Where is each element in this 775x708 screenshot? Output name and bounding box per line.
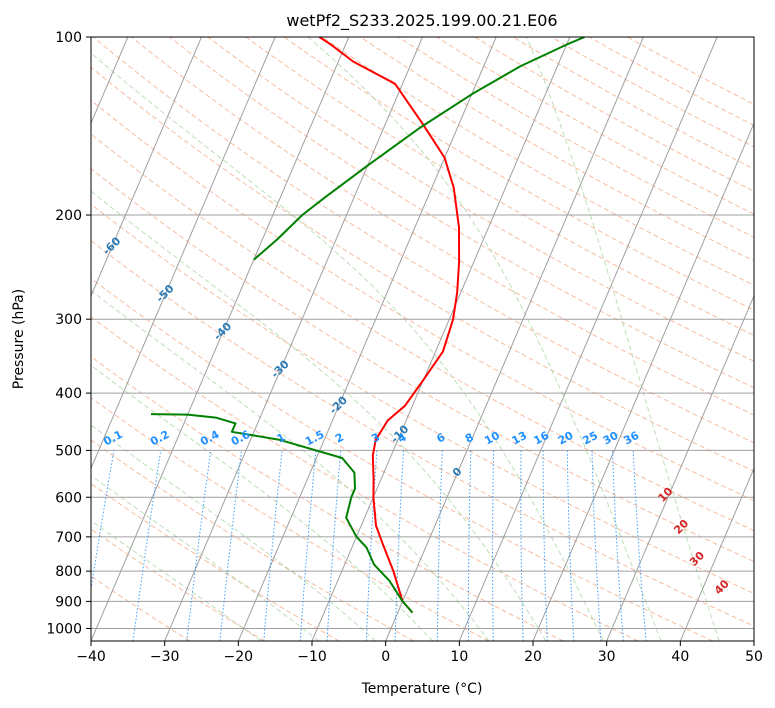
isotherm-line — [237, 37, 497, 641]
moist-adiabat — [91, 190, 547, 641]
isotherm-line — [0, 37, 54, 641]
y-tick-label: 500 — [55, 443, 82, 459]
isotherm-line — [458, 37, 718, 641]
x-tick-label: 40 — [671, 649, 689, 665]
dry-adiabat — [91, 356, 564, 641]
isotherm-line — [91, 37, 350, 641]
isotherm-line — [91, 37, 276, 470]
moist-adiabat — [526, 37, 720, 641]
dry-adiabat — [91, 316, 639, 641]
mixing-ratio-line — [566, 450, 575, 641]
moist-adiabat — [91, 52, 604, 641]
isotherm-label: -70 — [48, 184, 71, 207]
mixing-ratio-line — [299, 450, 317, 641]
mixing-ratio-label: 16 — [532, 429, 552, 448]
mixing-ratio-line — [263, 450, 283, 641]
y-tick-label: 900 — [55, 594, 82, 610]
y-axis-label: Pressure (hPa) — [11, 289, 27, 389]
x-tick-label: 20 — [524, 649, 542, 665]
mixing-ratio-line — [632, 450, 647, 641]
chart-title: wetPf2_S233.2025.199.00.21.E06 — [286, 11, 557, 31]
plot-frame — [90, 36, 755, 642]
dry-adiabat — [91, 133, 754, 532]
mixing-ratio-label: 20 — [556, 429, 576, 448]
series-layer — [150, 37, 585, 614]
series-line-1 — [150, 413, 414, 614]
x-tick-label: −10 — [297, 649, 327, 665]
moist-adiabat — [91, 289, 490, 641]
x-tick-label: 0 — [381, 649, 390, 665]
mixing-ratio-label: 13 — [510, 429, 530, 448]
isotherm-line — [532, 122, 754, 641]
mixing-ratio-line — [326, 450, 342, 641]
mixing-ratio-line — [186, 450, 212, 641]
dry-adiabat — [91, 168, 754, 563]
dry-adiabat — [91, 397, 489, 641]
isotherm-line — [606, 294, 754, 641]
y-tick-label: 1000 — [46, 621, 82, 637]
y-tick-label: 400 — [55, 386, 82, 402]
series-line-0 — [318, 37, 461, 614]
mixing-ratio-label: 25 — [580, 429, 600, 448]
x-tick-label: 50 — [745, 649, 763, 665]
isotherm-line — [164, 37, 423, 641]
isotherm-line — [311, 37, 571, 641]
mixing-ratio-line — [394, 450, 404, 641]
y-tick-label: 300 — [55, 312, 82, 328]
axes: −40 −30 −20 −10 0 10 20 30 40 50 100 200 300 400 500 60… — [46, 30, 763, 665]
mixing-ratio-line — [219, 450, 242, 641]
x-tick-label: −40 — [76, 649, 106, 665]
mixing-ratio-line — [612, 450, 624, 641]
dry-adiabat — [91, 439, 415, 641]
moist-adiabat — [91, 474, 320, 641]
dry-adiabat — [398, 37, 754, 238]
isotherm-line — [753, 639, 754, 641]
x-tick-label: −20 — [224, 649, 254, 665]
dry-adiabat — [91, 203, 754, 594]
dry-adiabat — [436, 37, 754, 215]
x-tick-label: −30 — [150, 649, 180, 665]
mixing-ratio-line — [591, 450, 602, 641]
y-tick-label: 600 — [55, 490, 82, 506]
mixing-ratio-line — [542, 450, 548, 641]
moist-adiabat — [91, 364, 433, 641]
isotherm-label: -80 — [0, 132, 20, 155]
series-line-2 — [253, 37, 585, 261]
dry-adiabat — [169, 37, 754, 389]
x-tick-label: 30 — [598, 649, 616, 665]
y-tick-label: 700 — [55, 530, 82, 546]
mixing-ratio-label: 10 — [482, 429, 502, 448]
dry-adiabat — [91, 240, 754, 627]
dry-adiabat — [91, 66, 754, 472]
mixing-ratio-label: 30 — [601, 429, 621, 448]
dry-adiabat — [245, 37, 754, 336]
y-tick-label: 100 — [55, 30, 82, 46]
dry-adiabat — [360, 37, 754, 262]
dry-adiabat — [91, 483, 340, 641]
isotherm-line — [679, 467, 754, 641]
plot-area — [91, 37, 754, 641]
moist-adiabat — [91, 424, 377, 641]
x-axis-label: Temperature (°C) — [361, 681, 483, 697]
mixing-ratio-line — [467, 450, 472, 641]
x-tick-label: 10 — [450, 649, 468, 665]
isotherm-line — [385, 37, 644, 641]
dry-adiabat — [131, 37, 754, 416]
moist-adiabat — [307, 37, 662, 641]
mixing-ratio-line — [492, 450, 495, 641]
mixing-ratio-line — [436, 450, 443, 641]
dry-adiabat — [512, 37, 754, 170]
background-lines — [0, 37, 754, 641]
y-tick-label: 200 — [55, 208, 82, 224]
dry-adiabat — [550, 37, 754, 148]
mixing-ratio-line — [520, 450, 524, 641]
y-tick-label: 800 — [55, 564, 82, 580]
dry-adiabat — [207, 37, 754, 362]
isotherm-line — [91, 37, 202, 298]
dry-adiabat — [91, 528, 265, 641]
mixing-ratio-label: 36 — [622, 429, 642, 448]
